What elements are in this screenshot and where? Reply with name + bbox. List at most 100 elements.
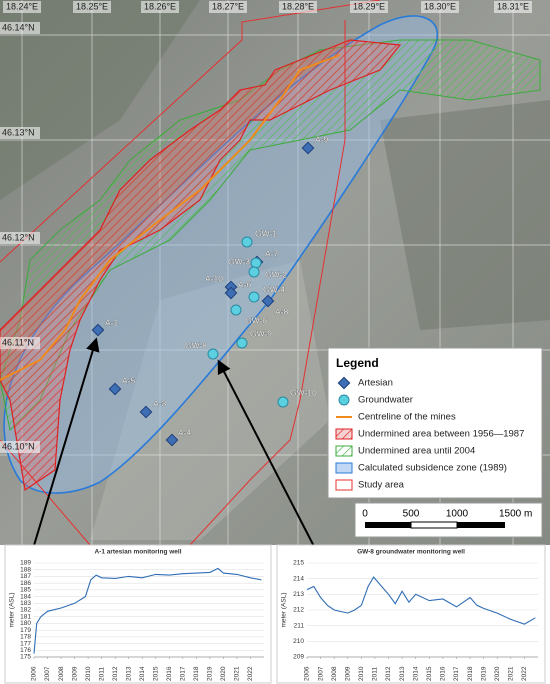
x-tick-label: 2017: [453, 666, 460, 681]
x-tick-label: 2021: [508, 666, 515, 681]
well-label: GW-3: [228, 256, 250, 266]
label-bg: [350, 1, 388, 13]
x-tick-label: 2019: [480, 666, 487, 681]
x-tick-label: 2016: [440, 666, 447, 681]
y-tick-label: 175: [20, 654, 31, 661]
label-bg: [209, 1, 247, 13]
scale-label: 0: [362, 509, 368, 520]
legend-patch: [335, 479, 353, 491]
longitude-label: 18.27°E: [212, 1, 244, 11]
scale-segment: [410, 521, 458, 529]
scale-segment: [365, 522, 411, 528]
groundwater-marker: [338, 394, 350, 406]
y-tick-label: 213: [293, 591, 304, 598]
y-tick-label: 177: [20, 640, 31, 647]
groundwater-marker: [236, 337, 248, 349]
x-tick-label: 2011: [98, 667, 105, 681]
x-tick-label: 2013: [399, 666, 406, 681]
mine-centreline: [0, 54, 341, 381]
well-label: GW-2: [265, 269, 287, 279]
longitude-label: 18.26°E: [144, 1, 176, 11]
well-label: GW-10: [290, 387, 317, 397]
groundwater-marker: [277, 396, 289, 408]
legend-label: Undermined area until 2004: [358, 446, 475, 457]
scale-bar: 0 500 1000 1500 m: [354, 502, 543, 538]
y-tick-label: 210: [293, 638, 304, 645]
y-tick-label: 188: [20, 566, 31, 573]
y-tick-label: 211: [294, 622, 305, 629]
label-bg: [421, 1, 459, 13]
artesian-marker: [261, 294, 275, 308]
terrain: [0, 0, 200, 200]
latitude-label: 46.13°N: [2, 127, 35, 137]
y-tick-label: 187: [20, 573, 31, 580]
map: 18.24°E 18.25°E 18.26°E 18.27°E 18.28°E 18.29…: [0, 0, 550, 559]
arrow: [217, 359, 321, 559]
legend-patch: [335, 428, 353, 440]
x-tick-label: 2011: [372, 667, 379, 681]
scale-label: 500: [403, 509, 420, 520]
x-tick-label: 2021: [234, 666, 241, 681]
label-bg: [0, 441, 40, 453]
groundwater-marker: [241, 236, 253, 248]
x-tick-label: 2007: [317, 666, 324, 681]
x-tick-label: 2008: [331, 666, 338, 681]
well-label: A-3: [153, 398, 167, 408]
longitude-label: 18.24°E: [6, 1, 38, 11]
longitude-label: 18.25°E: [76, 1, 108, 11]
well-label: A-9: [315, 134, 329, 144]
legend: Legend Artesian Groundwater Centreline of …: [327, 347, 543, 499]
x-tick-label: 2013: [125, 666, 132, 681]
x-tick-label: 2007: [44, 666, 51, 681]
artesian-marker: [165, 433, 179, 447]
chart-frame: [4, 544, 272, 684]
legend-label: Calculated subsidence zone (1989): [358, 463, 507, 474]
legend-label: Undermined area between 1956—1987: [358, 429, 524, 440]
well-label: A-1: [105, 317, 119, 327]
x-tick-label: 2008: [58, 666, 65, 681]
label-bg: [494, 1, 532, 13]
legend-items: Artesian Groundwater Centreline of the min…: [335, 376, 524, 491]
legend-label: Centreline of the mines: [358, 412, 456, 423]
artesian-marker: [91, 323, 105, 337]
y-axis-label: meter (ASL): [9, 592, 16, 627]
x-tick-label: 2009: [344, 666, 351, 681]
y-tick-label: 185: [20, 587, 31, 594]
y-tick-label: 182: [20, 607, 31, 614]
legend-box: [327, 347, 543, 499]
inset-chart: A-1 artesian monitoring well meter (ASL) 1…: [4, 544, 272, 684]
y-tick-label: 178: [20, 634, 31, 641]
x-tick-label: 2022: [247, 666, 254, 681]
well-label: GW-9: [250, 328, 272, 338]
inset-chart: GW-8 groundwater monitoring well meter (A…: [276, 544, 546, 684]
chart-frame: [276, 544, 546, 684]
latitude-label: 46.14°N: [2, 22, 35, 32]
x-tick-label: 2019: [207, 666, 214, 681]
y-tick-label: 186: [20, 580, 31, 587]
well-label: A-10: [205, 273, 223, 283]
label-bg: [73, 1, 111, 13]
artesian-marker: [337, 376, 351, 390]
legend-label: Groundwater: [358, 395, 413, 406]
artesian-marker: [301, 141, 315, 155]
latitude-label: 46.12°N: [2, 232, 35, 242]
artesian-marker: [108, 382, 122, 396]
wells: A-9 A-7 A-10 A-6 A-8 A-1 A-5 A-3 A-4 GW-1 GW-3 GW-2…: [91, 134, 329, 447]
well-label: A-6: [238, 279, 252, 289]
label-bg: [0, 337, 40, 349]
legend-label: Study area: [358, 480, 405, 491]
latitude-label: 46.10°N: [2, 441, 35, 451]
x-tick-label: 2016: [166, 666, 173, 681]
y-tick-label: 179: [20, 627, 31, 634]
scale-segment: [457, 522, 505, 528]
scale-label: 1000: [446, 509, 469, 520]
label-bg: [0, 22, 40, 34]
y-tick-label: 180: [20, 620, 31, 627]
well-label: A-7: [265, 248, 279, 258]
label-bg: [141, 1, 179, 13]
longitude-label: 18.29°E: [353, 1, 385, 11]
scale-label: 1500 m: [499, 509, 532, 520]
x-tick-label: 2010: [358, 666, 365, 681]
